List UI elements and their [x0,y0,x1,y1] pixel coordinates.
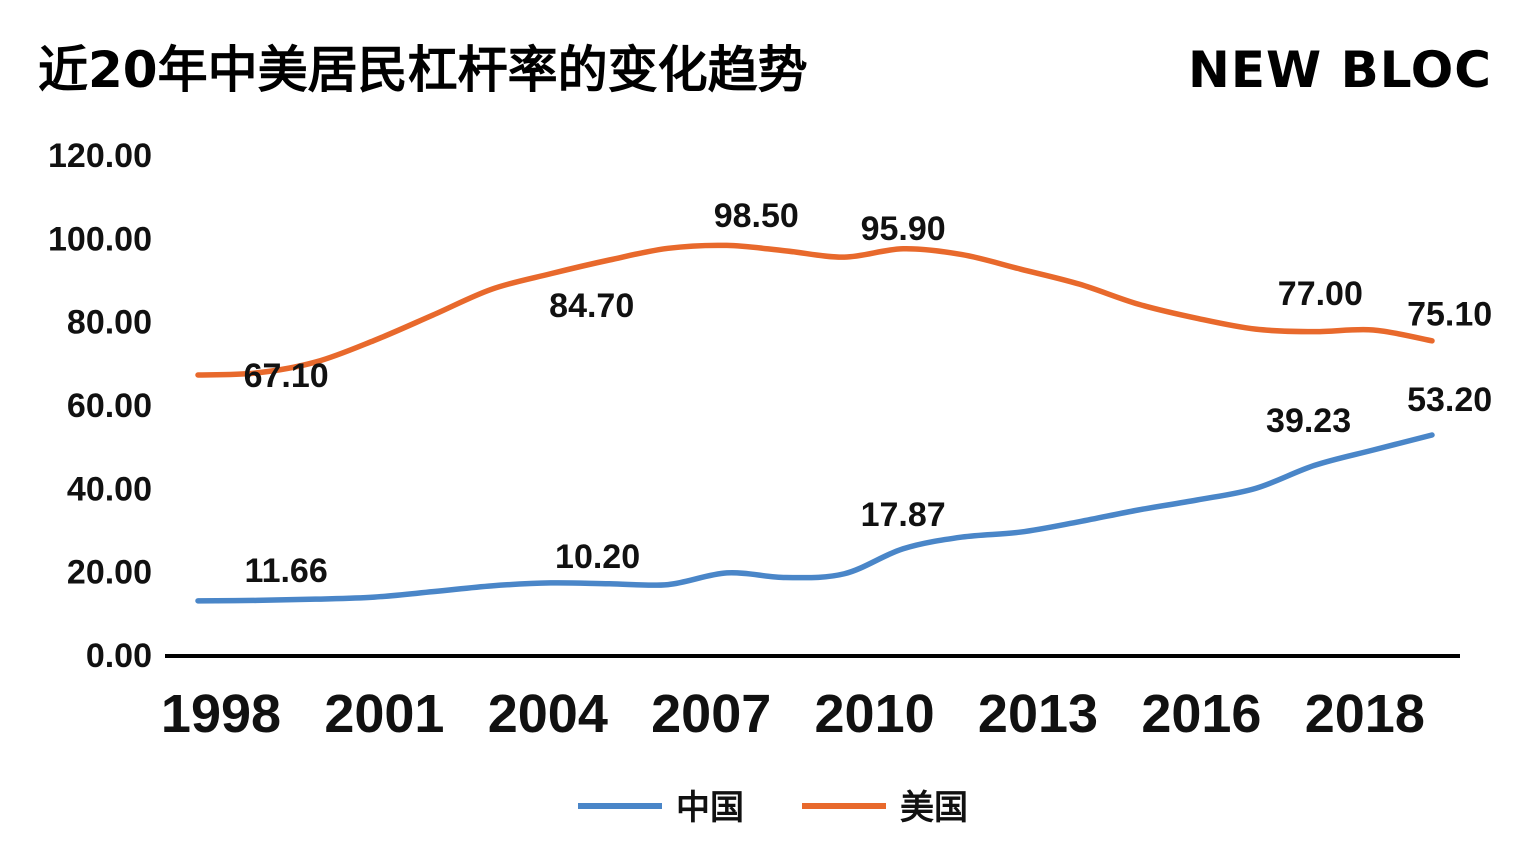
data-label: 84.70 [549,287,634,325]
y-tick-label: 40.00 [67,470,152,508]
y-tick-label: 20.00 [67,554,152,592]
y-tick-label: 0.00 [86,637,152,675]
y-tick-label: 80.00 [67,304,152,342]
x-tick-label: 2010 [815,684,935,744]
legend-label: 美国 [900,788,968,828]
brand-logo: NEW BLOC [1188,41,1492,99]
data-label: 53.20 [1407,381,1492,419]
legend-label: 中国 [676,788,744,828]
y-tick-label: 60.00 [67,387,152,425]
x-tick-label: 2013 [978,684,1098,744]
chart-title: 近20年中美居民杠杆率的变化趋势 [38,41,808,99]
data-label: 17.87 [861,496,946,534]
series-line-china [195,432,1435,604]
series-line-usa [195,242,1435,378]
x-tick-label: 2004 [488,684,608,744]
y-tick-label: 100.00 [48,220,152,258]
data-label: 98.50 [714,197,799,235]
data-label: 77.00 [1278,275,1363,313]
data-label: 95.90 [861,210,946,248]
data-label: 10.20 [555,538,640,576]
x-tick-label: 1998 [161,684,281,744]
data-label: 67.10 [244,357,329,395]
data-label: 11.66 [245,552,328,590]
y-tick-label: 120.00 [48,137,152,175]
data-label: 39.23 [1266,402,1351,440]
x-tick-label: 2018 [1305,684,1425,744]
x-tick-label: 2001 [324,684,444,744]
x-tick-label: 2016 [1141,684,1261,744]
x-tick-label: 2007 [651,684,771,744]
data-label: 75.10 [1407,295,1492,333]
